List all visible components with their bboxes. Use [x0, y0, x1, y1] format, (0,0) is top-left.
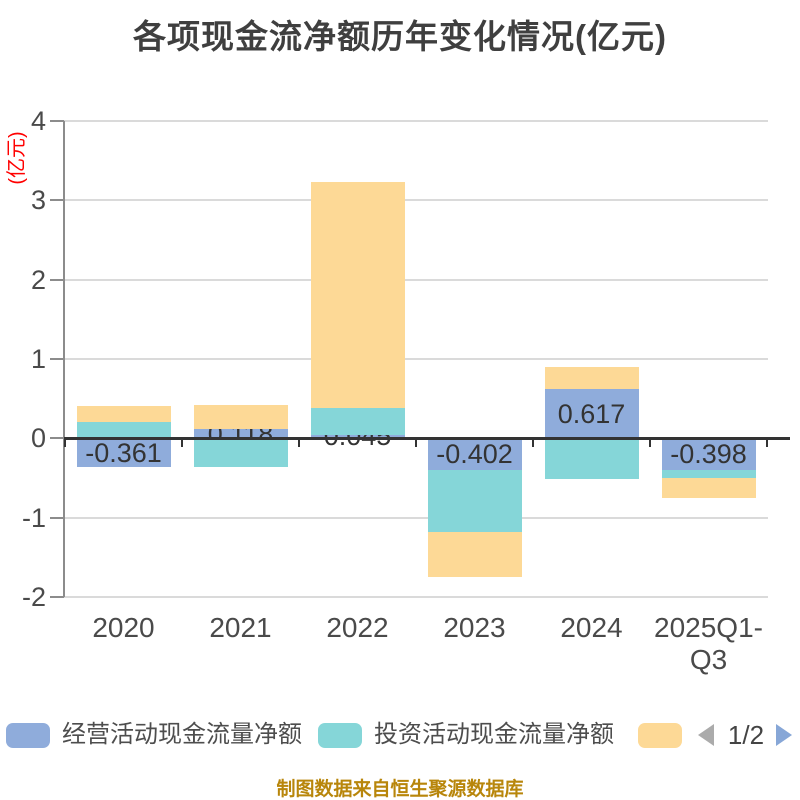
bar-value-label: 0.617: [557, 398, 626, 429]
y-axis-tick: [50, 357, 64, 360]
third-series-swatch: [638, 722, 682, 748]
bar-segment: [310, 434, 405, 439]
bar-segment: [76, 421, 171, 439]
gridline: [64, 199, 768, 202]
y-axis-tick: [50, 516, 64, 519]
legend-label: 投资活动现金流量净额: [374, 721, 614, 748]
bar-segment: [427, 531, 522, 578]
bar-value-label: -0.361: [85, 437, 162, 468]
bar-segment: [193, 428, 288, 439]
bar-segment: [544, 438, 639, 480]
legend-next-page-icon[interactable]: [776, 724, 792, 746]
gridline: [64, 516, 768, 519]
gridline: [64, 278, 768, 281]
legend-label: 经营活动现金流量净额: [62, 721, 302, 748]
x-tick-label: 2022: [326, 612, 389, 643]
bar-segment: [661, 477, 756, 499]
x-axis-tick: [64, 438, 66, 448]
x-axis-tick: [415, 438, 417, 448]
bar-value-label: -0.398: [670, 438, 747, 469]
y-tick-label: -1: [21, 502, 46, 533]
legend-page-indicator: 1/2: [727, 720, 765, 750]
x-tick-label: 2021: [209, 612, 272, 643]
x-tick-label: 2024: [560, 612, 623, 643]
y-axis-line: [63, 121, 65, 597]
y-axis-tick: [50, 595, 64, 598]
bar-segment: [544, 389, 639, 439]
bar-segment: [310, 408, 405, 435]
y-axis-tick: [50, 437, 64, 440]
bar-value-label: -0.402: [436, 439, 513, 470]
bar-segment: [76, 406, 171, 422]
y-tick-label: 1: [30, 343, 46, 374]
x-axis-tick: [766, 438, 768, 448]
x-tick-label: 2020: [92, 612, 155, 643]
x-axis-tick: [649, 438, 651, 448]
source-note: 制图数据来自恒生聚源数据库: [276, 779, 524, 800]
gridline: [64, 595, 768, 598]
x-tick-label: 2023: [443, 612, 506, 643]
bar-segment: [661, 469, 756, 478]
bar-segment: [544, 367, 639, 390]
bar-segment: [193, 438, 288, 467]
x-tick-label: 2025Q1-Q3: [654, 612, 763, 675]
gridline: [64, 357, 768, 360]
y-axis-tick: [50, 120, 64, 122]
y-tick-label: -2: [21, 581, 46, 612]
operating-series-swatch: [6, 722, 50, 748]
legend-item-unlabeled[interactable]: [638, 722, 694, 748]
gridline: [64, 120, 768, 122]
legend-prev-page-icon[interactable]: [698, 724, 714, 746]
investing-series-swatch: [318, 722, 362, 748]
y-tick-label: 2: [30, 264, 46, 295]
y-axis-tick: [50, 199, 64, 202]
y-tick-label: 3: [30, 185, 46, 216]
y-axis-tick: [50, 278, 64, 281]
bar-segment: [76, 438, 171, 467]
x-axis-tick: [532, 438, 534, 448]
x-axis-line: [64, 436, 790, 440]
y-tick-label: 0: [30, 423, 46, 454]
legend-item-operating[interactable]: 经营活动现金流量净额: [6, 722, 302, 748]
x-axis-tick: [181, 438, 183, 448]
bar-segment: [661, 438, 756, 470]
bar-segment: [310, 182, 405, 409]
y-tick-label: 4: [30, 106, 46, 136]
bar-segment: [193, 405, 288, 429]
chart-title: 各项现金流净额历年变化情况(亿元): [133, 18, 667, 55]
x-axis-tick: [298, 438, 300, 448]
legend-item-investing[interactable]: 投资活动现金流量净额: [318, 722, 614, 748]
bar-segment: [427, 470, 522, 532]
bar-segment: [427, 438, 522, 471]
